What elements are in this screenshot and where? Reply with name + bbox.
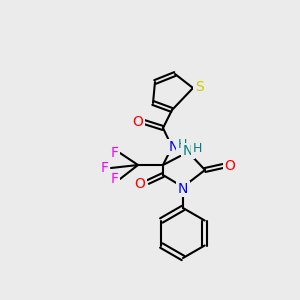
Text: N: N <box>178 182 188 196</box>
Text: H: H <box>177 139 187 152</box>
Text: S: S <box>195 80 203 94</box>
Text: H: H <box>192 142 202 154</box>
Text: O: O <box>133 115 143 129</box>
Text: N: N <box>169 140 179 154</box>
Text: O: O <box>225 159 236 173</box>
Text: F: F <box>111 146 119 160</box>
Text: F: F <box>101 161 109 175</box>
Text: F: F <box>111 172 119 186</box>
Text: O: O <box>135 177 146 191</box>
Text: N: N <box>183 144 193 158</box>
